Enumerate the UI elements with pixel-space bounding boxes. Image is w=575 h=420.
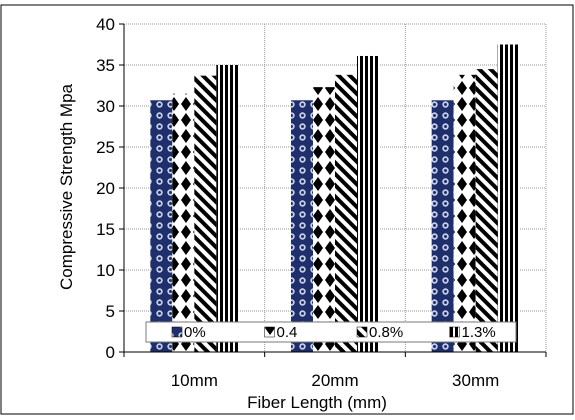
y-tick-label-0: 0 <box>106 343 115 362</box>
y-axis-label: Compressive Strength Mpa <box>57 83 76 290</box>
bar-10mm-0% <box>150 100 173 352</box>
y-tick-label-5: 5 <box>106 302 115 321</box>
y-tick-label-10: 10 <box>96 261 115 280</box>
x-tick-labels: 10mm 20mm 30mm <box>171 371 500 390</box>
legend-swatch-0.8% <box>356 326 368 338</box>
bar-10mm-0.8% <box>194 75 217 352</box>
y-tick-label-20: 20 <box>96 179 115 198</box>
outer-frame <box>0 4 574 415</box>
bar-30mm-0.8% <box>475 69 498 352</box>
x-tick-label-20mm: 20mm <box>311 371 358 390</box>
y-tick-labels: 0 5 10 15 20 25 30 35 40 <box>96 15 115 362</box>
y-tick-label-30: 30 <box>96 97 115 116</box>
y-tick-label-25: 25 <box>96 138 115 157</box>
x-axis-label: Fiber Length (mm) <box>247 393 387 412</box>
legend-swatch-1.3% <box>449 326 460 338</box>
legend-label-1.3%: 1.3% <box>462 324 496 341</box>
legend-label-0.4: 0.4 <box>277 324 298 341</box>
bar-30mm-0% <box>431 100 454 352</box>
legend-swatch-0% <box>171 326 183 338</box>
bar-30mm-0.4 <box>453 74 476 352</box>
bar-20mm-0.4 <box>313 87 335 352</box>
legend-label-0%: 0% <box>184 324 206 341</box>
y-tick-label-15: 15 <box>96 220 115 239</box>
legend-box <box>145 321 517 343</box>
y-tick-label-40: 40 <box>96 15 115 34</box>
bar-10mm-1.3% <box>216 65 239 352</box>
axes <box>119 23 547 357</box>
x-tick-label-30mm: 30mm <box>452 371 499 390</box>
bar-20mm-1.3% <box>357 55 379 352</box>
bar-10mm-0.4 <box>172 93 195 352</box>
legend: 0% 0.4 0.8% 1.3% <box>145 321 517 343</box>
y-tick-label-35: 35 <box>96 56 115 75</box>
bar-30mm-1.3% <box>497 44 520 352</box>
legend-label-0.8%: 0.8% <box>369 324 403 341</box>
bars <box>150 44 520 352</box>
x-tick-label-10mm: 10mm <box>171 371 218 390</box>
bar-20mm-0.8% <box>335 74 357 352</box>
legend-swatch-0.4 <box>264 326 275 338</box>
bar-20mm-0% <box>291 100 313 352</box>
